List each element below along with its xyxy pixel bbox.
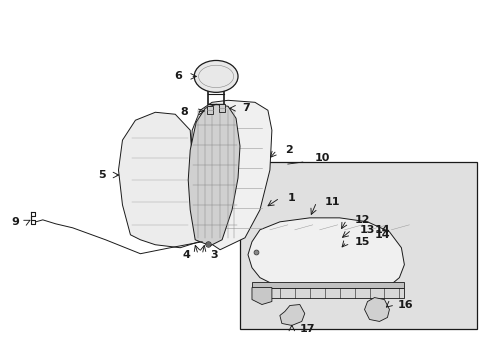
Bar <box>240 162 476 329</box>
Text: 9: 9 <box>11 217 19 227</box>
Polygon shape <box>251 288 271 305</box>
Polygon shape <box>279 305 304 325</box>
Ellipse shape <box>194 60 238 92</box>
Polygon shape <box>364 298 388 321</box>
Text: 8: 8 <box>180 107 188 117</box>
Text: 6: 6 <box>174 71 182 81</box>
Text: 10: 10 <box>314 153 329 163</box>
Text: 15: 15 <box>354 237 369 247</box>
Text: 12: 12 <box>354 215 369 225</box>
Text: 17: 17 <box>299 324 315 334</box>
Text: 13: 13 <box>359 225 374 235</box>
Polygon shape <box>247 218 404 296</box>
Text: 5: 5 <box>98 170 105 180</box>
Text: 1: 1 <box>287 193 295 203</box>
Text: 14: 14 <box>374 225 389 235</box>
Text: 3: 3 <box>210 250 217 260</box>
Text: 14: 14 <box>374 230 389 240</box>
Bar <box>251 282 404 288</box>
Polygon shape <box>188 104 240 246</box>
Bar <box>251 288 404 298</box>
Text: 16: 16 <box>397 300 412 310</box>
Text: 7: 7 <box>242 103 249 113</box>
Polygon shape <box>118 112 205 248</box>
Text: 11: 11 <box>324 197 340 207</box>
Bar <box>219 104 224 112</box>
Polygon shape <box>190 100 271 250</box>
Bar <box>207 106 213 114</box>
Text: 2: 2 <box>285 145 292 155</box>
Text: 4: 4 <box>182 250 190 260</box>
